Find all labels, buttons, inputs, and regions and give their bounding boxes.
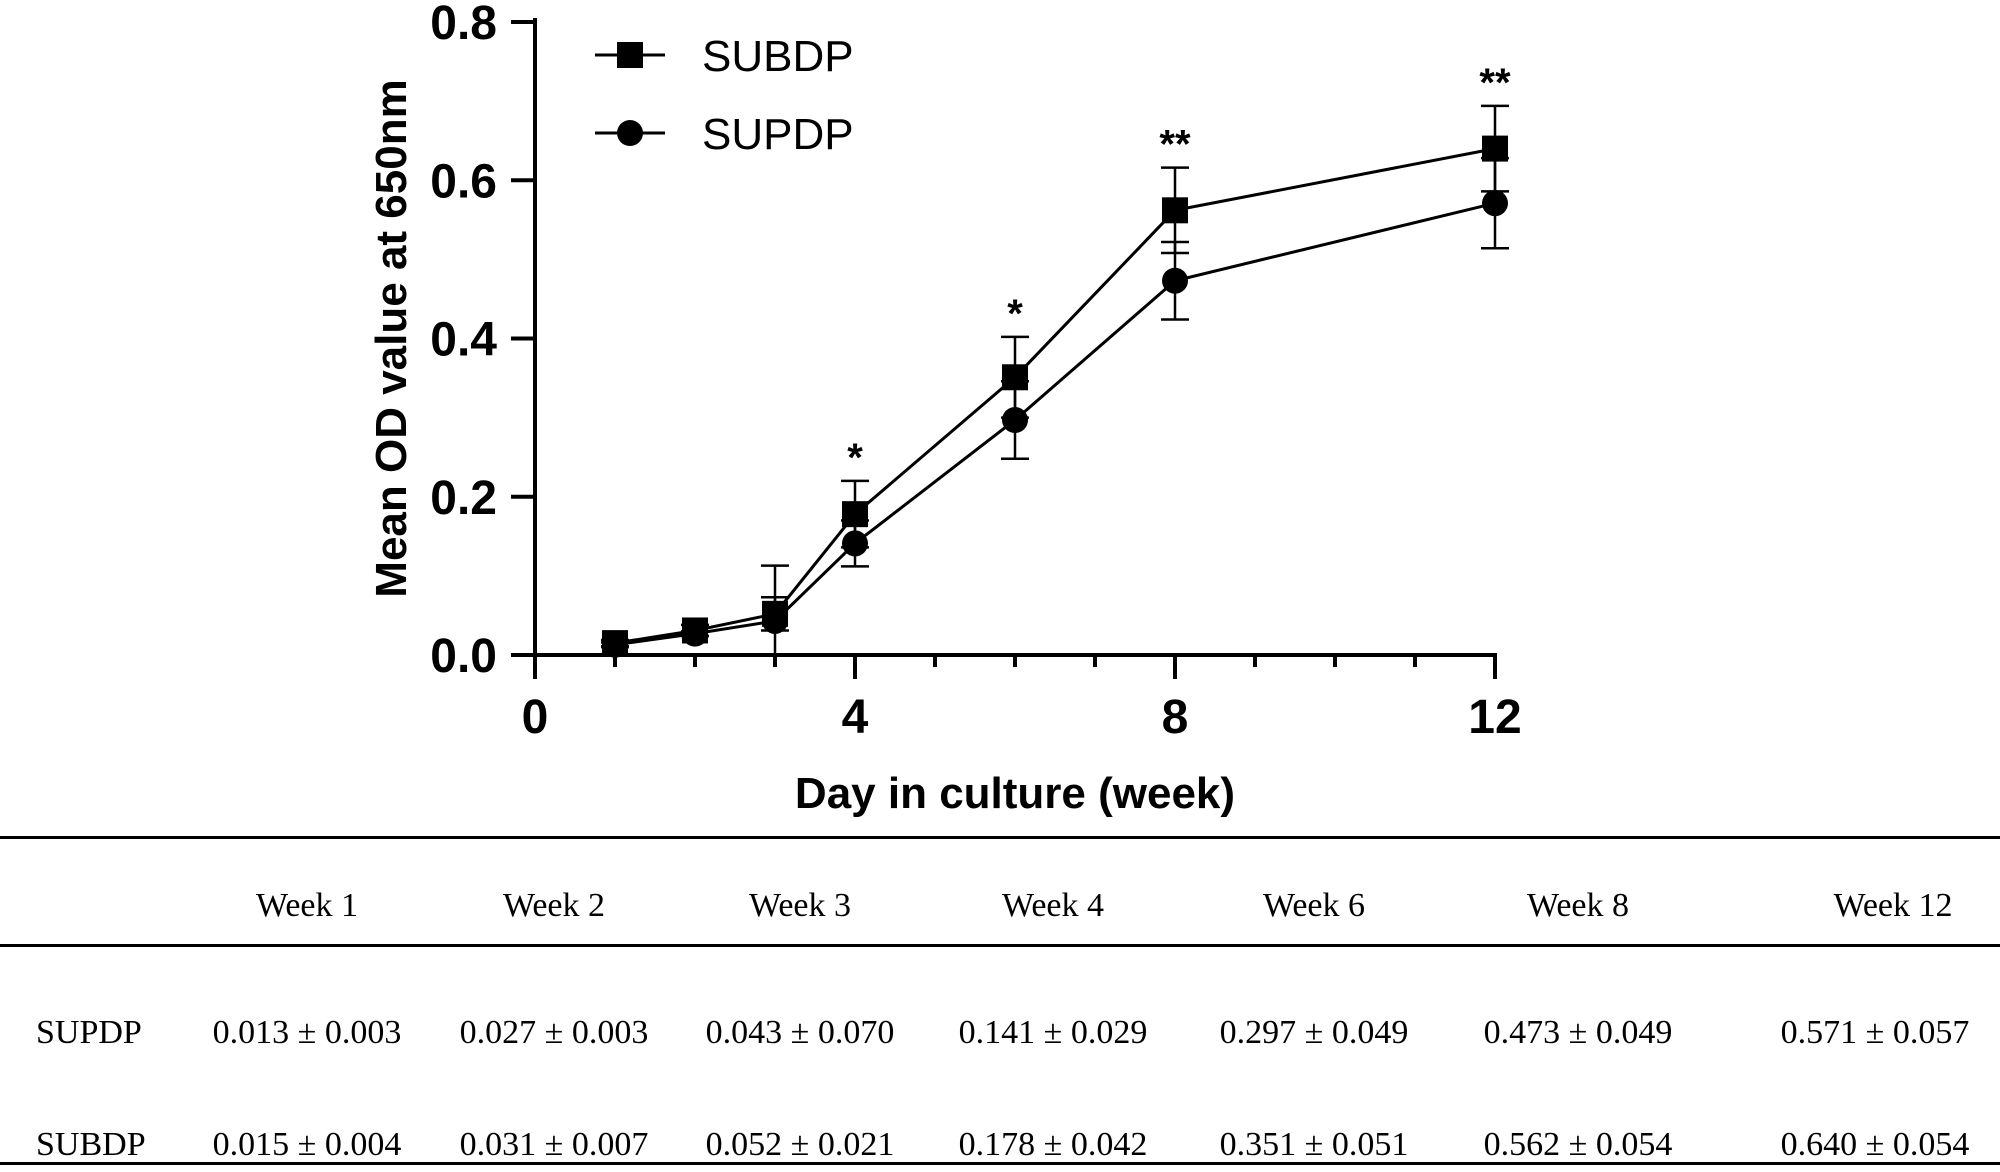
table-cell: 0.562 ± 0.054	[1483, 1126, 1673, 1163]
data-point-square	[1162, 197, 1188, 224]
table-header-cell: Week 4	[1001, 887, 1105, 924]
x-tick-label: 4	[842, 691, 869, 744]
table-header-cell: Week 12	[1833, 887, 1953, 924]
table-header-cell: Week 1	[255, 887, 359, 924]
table-row-label: SUBDP	[36, 1126, 146, 1163]
significance-marker: *	[847, 436, 863, 480]
series-line	[614, 147, 1496, 645]
data-point-circle	[682, 620, 708, 647]
table-bottom-rule	[0, 1162, 2000, 1165]
table-header-cell: Week 6	[1262, 887, 1366, 924]
data-point-circle	[617, 120, 643, 146]
data-point-circle	[602, 631, 628, 658]
table-cell: 0.013 ± 0.003	[212, 1014, 402, 1051]
data-point-circle	[762, 607, 788, 634]
y-tick-label: 0.2	[430, 472, 497, 525]
y-tick-label: 0.4	[430, 314, 497, 367]
y-tick-label: 0.8	[430, 0, 497, 50]
data-point-circle	[1002, 406, 1028, 433]
line-chart: 0.0 0.2 0.4 0.6 0.8 0 4 8 12 Day in culture (week…	[367, 0, 1522, 818]
table-cell: 0.141 ± 0.029	[958, 1014, 1148, 1051]
x-axis-title: Day in culture (week)	[795, 769, 1235, 818]
table-cell: 0.571 ± 0.057	[1780, 1014, 1970, 1051]
table-cell: 0.015 ± 0.004	[212, 1126, 402, 1163]
table-cell: 0.351 ± 0.051	[1219, 1126, 1409, 1163]
table-cell: 0.052 ± 0.021	[705, 1126, 895, 1163]
data-table: Week 1 Week 2 Week 3 Week 4 Week 6 Week 8 Week…	[0, 830, 2000, 1170]
table-header-rule	[0, 944, 2000, 947]
y-axis-title: Mean OD value at 650nm	[367, 79, 416, 597]
significance-marker: **	[1479, 61, 1511, 105]
table-top-rule	[0, 836, 2000, 839]
significance-marker: *	[1007, 292, 1023, 336]
table-cell: 0.640 ± 0.054	[1780, 1126, 1970, 1163]
data-point-square	[617, 42, 643, 68]
series-line	[614, 201, 1496, 647]
data-point-circle	[842, 530, 868, 557]
series-supdp	[601, 156, 1509, 658]
table-cell: 0.031 ± 0.007	[459, 1126, 649, 1163]
x-tick-label: 0	[522, 691, 549, 744]
x-tick-label: 8	[1162, 691, 1189, 744]
table-header-cell: Week 2	[502, 887, 606, 924]
table-header-cell: Week 8	[1526, 887, 1630, 924]
table-row-label: SUPDP	[36, 1014, 142, 1051]
legend-label: SUBDP	[702, 32, 854, 81]
x-tick-label: 12	[1468, 691, 1521, 744]
data-point-circle	[1162, 267, 1188, 294]
table-cell: 0.178 ± 0.042	[958, 1126, 1148, 1163]
data-point-circle	[1482, 190, 1508, 217]
chart-axes: 0.0 0.2 0.4 0.6 0.8 0 4 8 12 Day in culture (week…	[367, 0, 1522, 818]
table-cell: 0.027 ± 0.003	[459, 1014, 649, 1051]
table-cell: 0.043 ± 0.070	[705, 1014, 895, 1051]
series-subdp	[601, 104, 1509, 657]
table-header-cell: Week 3	[748, 887, 852, 924]
y-tick-label: 0.0	[430, 630, 497, 683]
chart-series	[601, 104, 1509, 658]
legend-item-supdp: SUPDP	[595, 110, 854, 159]
chart-legend: SUBDP SUPDP	[595, 32, 854, 159]
legend-label: SUPDP	[702, 110, 854, 159]
y-tick-label: 0.6	[430, 155, 497, 208]
significance-annotations: ******	[847, 61, 1511, 480]
significance-marker: **	[1159, 123, 1191, 167]
table-cell: 0.473 ± 0.049	[1483, 1014, 1673, 1051]
legend-item-subdp: SUBDP	[595, 32, 854, 81]
table-cell: 0.297 ± 0.049	[1219, 1014, 1409, 1051]
